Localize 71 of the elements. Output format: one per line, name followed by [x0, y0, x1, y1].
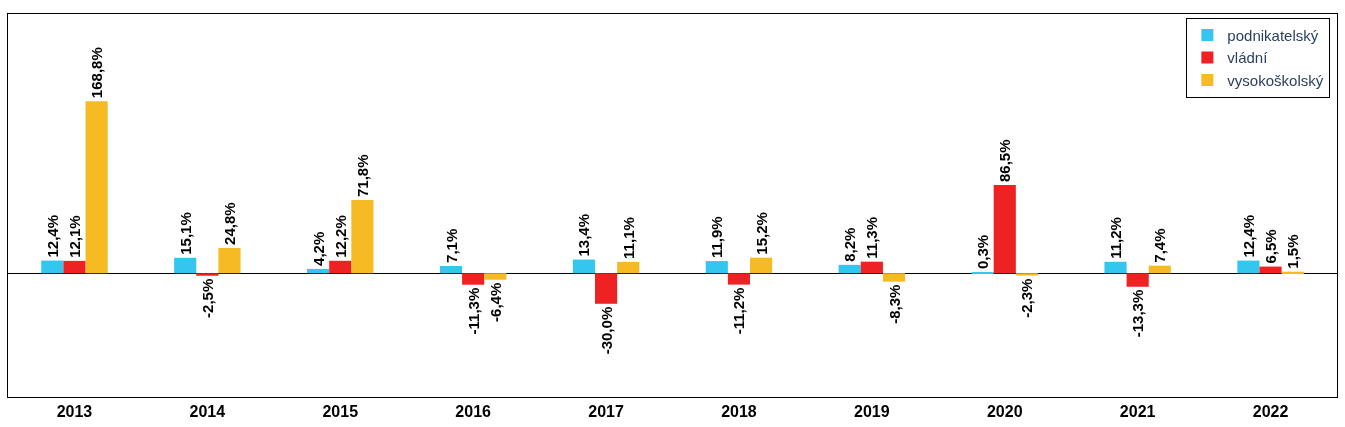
bar — [484, 273, 507, 280]
bar — [860, 261, 883, 274]
data-label: 24,8% — [221, 202, 239, 245]
bar — [1237, 260, 1260, 274]
x-tick-label: 2018 — [721, 403, 757, 421]
bar — [882, 273, 906, 282]
data-label: 168,8% — [88, 47, 106, 99]
data-label: 12,4% — [43, 215, 61, 258]
bar — [462, 273, 485, 285]
x-tick-label: 2013 — [56, 403, 93, 421]
data-label: 12,4% — [1239, 215, 1257, 258]
bar — [993, 185, 1016, 274]
data-label: 7,1% — [442, 228, 460, 263]
bar — [838, 264, 861, 274]
bar — [41, 260, 64, 274]
data-label: 15,2% — [752, 212, 770, 255]
legend-label: vysokoškolský — [1227, 71, 1324, 89]
x-tick-label: 2021 — [1119, 403, 1156, 421]
legend-label: podnikatelský — [1227, 26, 1319, 44]
bar — [174, 257, 197, 274]
data-label: 4,2% — [309, 231, 327, 266]
data-label: 13,4% — [575, 213, 593, 257]
data-label: 7,4% — [1151, 228, 1169, 263]
data-label: -30,0% — [597, 306, 615, 355]
data-label: -6,4% — [486, 282, 504, 322]
x-tick-label: 2017 — [588, 403, 624, 421]
bar — [1104, 261, 1127, 274]
bar — [307, 268, 330, 274]
data-label: -2,5% — [198, 278, 216, 318]
bar — [439, 265, 463, 274]
x-tick-label: 2020 — [986, 403, 1023, 421]
bar — [63, 260, 86, 274]
x-tick-label: 2014 — [189, 403, 226, 421]
bar — [617, 261, 640, 274]
bar — [1015, 273, 1038, 276]
bar — [1148, 265, 1171, 274]
bar — [1259, 266, 1282, 274]
data-label: -11,2% — [730, 287, 748, 335]
data-label: 11,1% — [619, 217, 637, 259]
bar — [1126, 273, 1149, 287]
bar — [727, 273, 751, 285]
data-label: 11,9% — [708, 216, 726, 259]
data-label: 11,2% — [1107, 217, 1125, 259]
data-label: 0,3% — [974, 234, 992, 269]
data-label: 8,2% — [841, 227, 859, 262]
data-label: 71,8% — [353, 154, 371, 198]
bar — [351, 200, 374, 274]
legend-label: vládní — [1227, 49, 1269, 67]
bar — [85, 101, 108, 274]
bar — [572, 259, 595, 274]
data-label: 15,1% — [176, 212, 194, 255]
data-label: -2,3% — [1018, 278, 1036, 318]
data-label: -8,3% — [885, 284, 903, 324]
data-label: 86,5% — [996, 139, 1014, 183]
data-label: 12,1% — [65, 215, 83, 258]
bar — [329, 260, 352, 274]
data-label: 6,5% — [1262, 229, 1280, 264]
data-label: -11,3% — [464, 287, 482, 335]
bar — [196, 273, 219, 276]
x-tick-label: 2019 — [854, 403, 890, 421]
x-tick-label: 2022 — [1252, 403, 1289, 421]
x-tick-label: 2016 — [455, 403, 492, 421]
data-label: 11,3% — [863, 216, 881, 259]
data-label: 12,2% — [331, 215, 349, 258]
data-label: -13,3% — [1129, 289, 1147, 338]
bar — [705, 261, 728, 274]
bar — [750, 257, 773, 274]
bar — [594, 273, 618, 304]
bar — [218, 247, 241, 274]
data-label: 1,5% — [1284, 234, 1302, 269]
x-tick-label: 2015 — [322, 403, 359, 421]
